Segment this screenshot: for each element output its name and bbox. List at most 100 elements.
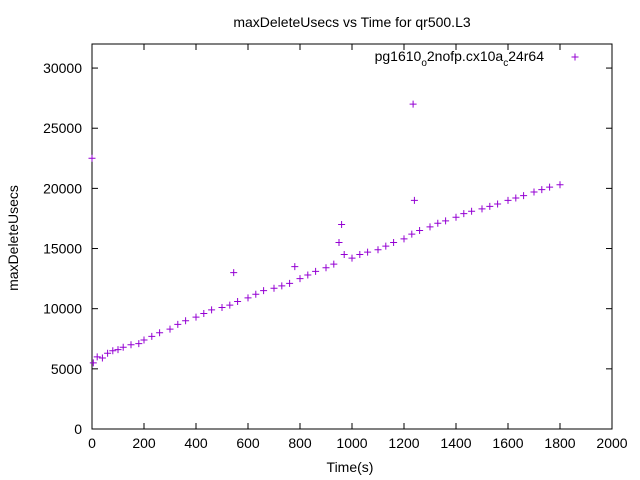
data-point [460,210,468,218]
data-point [156,329,164,337]
data-point [93,353,101,361]
x-tick-label: 1800 [544,435,575,451]
data-point [312,267,320,275]
data-point [504,196,512,204]
y-tick-label: 25000 [43,120,82,136]
x-axis-ticks: 0 200 400 600 800 1000 1200 1400 1600 1800 2000 [88,44,628,451]
data-point [304,271,312,279]
data-point [226,301,234,309]
data-point [426,223,434,231]
data-point [538,186,546,194]
data-point [296,275,304,283]
x-tick-label: 600 [236,435,260,451]
data-point [200,310,208,317]
data-point [114,346,122,354]
data-point [286,279,294,287]
data-point [468,207,476,215]
data-point [98,354,106,362]
data-point [174,320,182,328]
x-tick-label: 1200 [388,435,419,451]
data-point [140,336,148,344]
y-tick-label: 20000 [43,180,82,196]
legend-marker-symbol [571,53,579,61]
x-axis-label: Time(s) [327,459,374,475]
x-tick-label: 2000 [596,435,627,451]
data-point [182,317,190,325]
data-point [408,230,416,238]
data-point [208,306,216,314]
data-point [410,196,418,204]
plot-frame [91,43,613,430]
data-point [135,340,143,348]
x-tick-label: 400 [184,435,208,451]
y-tick-label: 15000 [43,241,82,257]
data-point [278,282,286,290]
data-point [348,254,356,262]
data-point [192,313,200,321]
data-point [330,260,338,268]
data-point [260,287,268,295]
data-point [166,325,174,333]
data-point [546,183,554,191]
y-tick-label: 5000 [51,361,82,377]
data-point [390,239,398,247]
data-point [252,290,260,298]
data-point [148,332,156,340]
y-tick-label: 10000 [43,301,82,317]
data-point [322,264,330,272]
x-tick-label: 1400 [440,435,471,451]
legend-label-subscript: o [421,58,427,69]
y-axis-label: maxDeleteUsecs [5,185,21,291]
data-point [335,239,343,247]
data-point [340,251,348,259]
data-points [88,100,564,367]
x-tick-label: 1000 [336,435,367,451]
data-point [478,205,486,213]
data-point [434,219,442,227]
data-point [364,248,372,256]
data-point [109,347,117,355]
y-axis-ticks: 0 5000 10000 15000 20000 25000 30000 [43,60,612,437]
data-point [119,343,127,351]
data-point [230,269,238,277]
data-point [530,188,538,196]
data-point [416,226,424,234]
data-point [89,359,97,367]
data-point [234,297,242,305]
data-point [452,213,460,221]
data-point [88,154,96,162]
data-point [218,303,226,311]
x-tick-label: 800 [288,435,312,451]
data-point [127,341,135,349]
data-point [512,194,520,202]
data-point [486,202,494,210]
data-point [270,284,278,292]
data-point [104,349,112,357]
data-point [442,217,450,225]
legend-marker [571,53,579,61]
legend-label-part: pg1610 [375,48,422,64]
data-point [520,192,528,200]
data-point [556,181,564,189]
data-point [374,246,382,254]
data-point [291,263,299,271]
legend-label-subscript: c [503,58,508,69]
legend-label-part: 2nofp.cx10a [427,48,503,64]
data-point [244,294,252,302]
x-tick-label: 0 [88,435,96,451]
y-tick-label: 30000 [43,60,82,76]
x-tick-label: 200 [132,435,156,451]
y-tick-label: 0 [74,421,82,437]
legend-label: pg1610o2nofp.cx10ac24r64 [375,48,545,69]
data-point [356,251,364,259]
x-tick-label: 1600 [492,435,523,451]
data-point [494,200,502,208]
data-point [382,242,390,250]
data-point [338,220,346,228]
chart-title: maxDeleteUsecs vs Time for qr500.L3 [233,14,471,30]
data-point [409,100,417,108]
legend: pg1610o2nofp.cx10ac24r64 [375,48,579,69]
data-point [400,235,408,243]
legend-label-part: 24r64 [508,48,544,64]
